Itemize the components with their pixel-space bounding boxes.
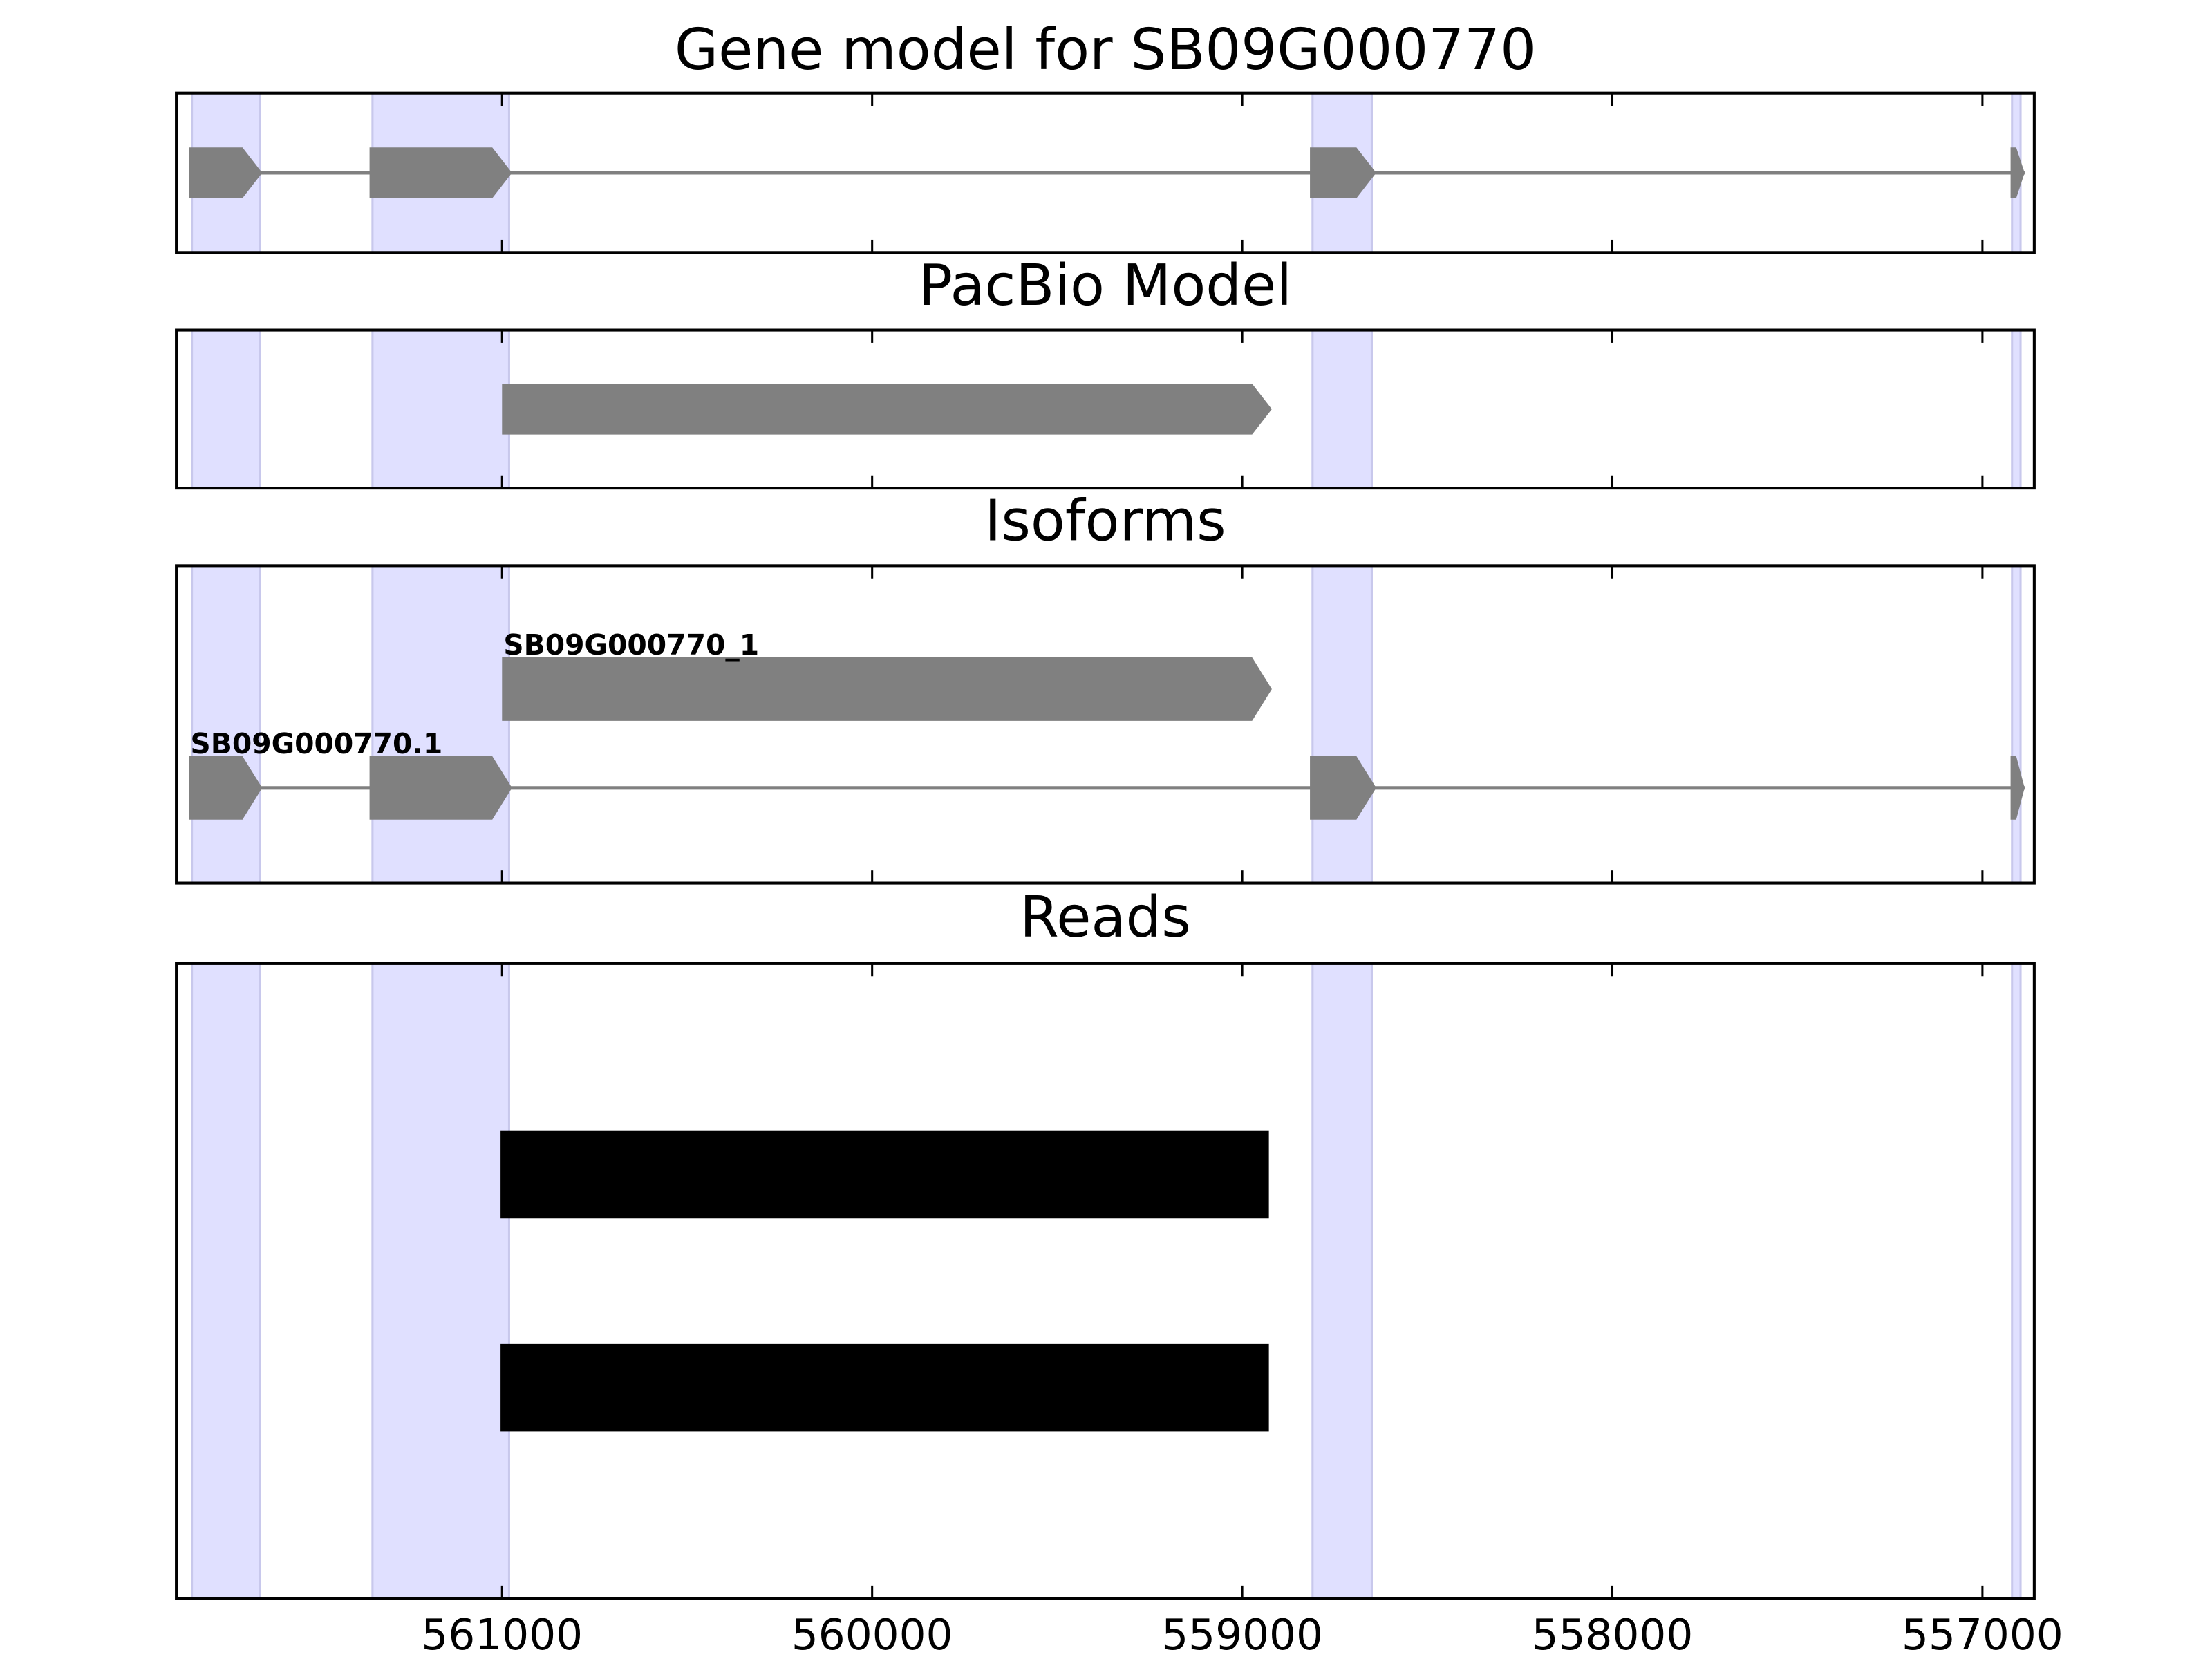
x-tick-label: 561000 <box>421 1611 583 1659</box>
highlight-region <box>2011 962 2022 1600</box>
exon <box>369 756 512 820</box>
x-tick-label: 557000 <box>1902 1611 2063 1659</box>
exon <box>369 147 512 198</box>
panel-frame <box>175 962 2036 1600</box>
x-tick-label: 560000 <box>791 1611 953 1659</box>
panel-frame <box>175 328 2036 490</box>
panel-title: PacBio Model <box>919 253 1292 319</box>
panel-title: Isoforms <box>984 489 1226 554</box>
highlight-region <box>191 962 261 1600</box>
feature-label: SB09G000770_1 <box>503 628 759 662</box>
highlight-region <box>371 564 510 885</box>
feature-label: SB09G000770.1 <box>190 727 442 760</box>
exon <box>2010 147 2025 198</box>
highlight-region <box>371 329 510 489</box>
highlight-region <box>1311 962 1374 1600</box>
exon <box>2010 756 2025 820</box>
exon <box>189 147 263 198</box>
panel-frame <box>175 564 2036 885</box>
panel-title: Gene model for SB09G000770 <box>675 17 1536 83</box>
exon <box>1310 756 1376 820</box>
highlight-region <box>191 564 261 885</box>
highlight-region <box>2011 564 2022 885</box>
panel-title: Reads <box>1020 885 1191 950</box>
x-tick-label: 558000 <box>1532 1611 1694 1659</box>
read <box>500 1130 1269 1219</box>
highlight-region <box>1311 564 1374 885</box>
highlight-region <box>191 329 261 489</box>
highlight-region <box>1311 329 1374 489</box>
panel-frame <box>175 91 2036 254</box>
exon <box>1310 147 1376 198</box>
x-tick-label: 559000 <box>1161 1611 1323 1659</box>
exon <box>189 756 263 820</box>
highlight-region <box>2011 329 2022 489</box>
highlight-region <box>371 962 510 1600</box>
exon <box>502 384 1272 435</box>
exon <box>502 657 1272 721</box>
read <box>500 1343 1269 1432</box>
